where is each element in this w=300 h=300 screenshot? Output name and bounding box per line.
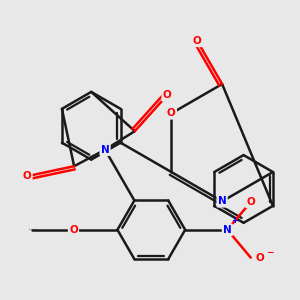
Text: methoxy: methoxy: [29, 229, 36, 230]
Text: O: O: [163, 90, 171, 100]
Text: O: O: [23, 171, 32, 181]
Text: methoxy: methoxy: [29, 229, 35, 230]
Text: N: N: [101, 145, 110, 155]
Text: O: O: [255, 253, 264, 262]
Text: O: O: [69, 225, 78, 235]
Text: −: −: [266, 248, 273, 257]
Text: O: O: [70, 225, 77, 234]
Text: methoxy: methoxy: [32, 229, 39, 230]
Text: N: N: [218, 196, 226, 206]
Text: O: O: [167, 108, 176, 118]
Text: +: +: [232, 217, 238, 226]
Text: methoxy: methoxy: [32, 229, 39, 230]
Text: N: N: [223, 225, 232, 235]
Text: O: O: [246, 197, 255, 207]
Text: O: O: [193, 36, 202, 46]
Text: methoxy: methoxy: [32, 229, 39, 230]
